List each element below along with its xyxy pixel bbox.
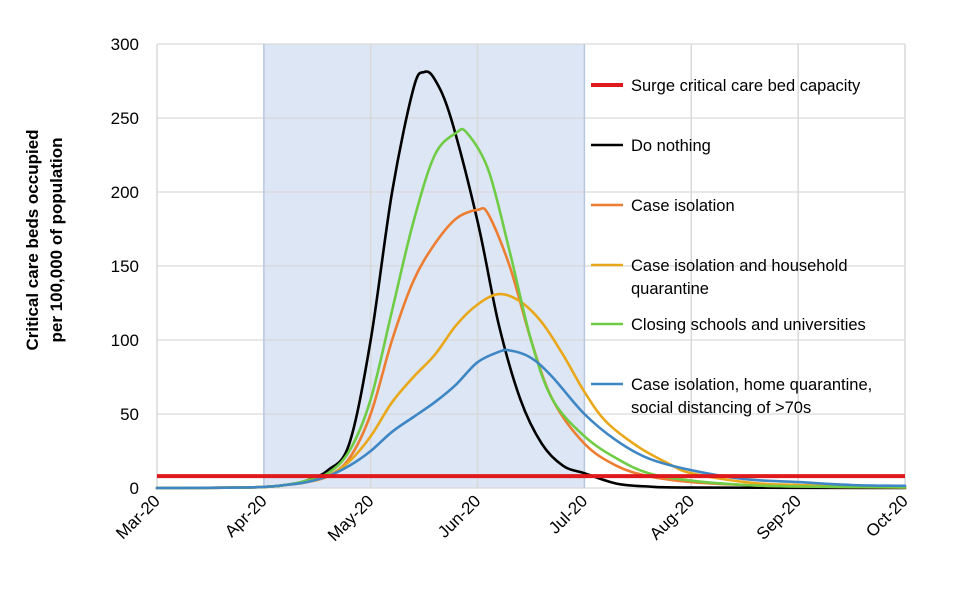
legend-label: Surge critical care bed capacity xyxy=(631,77,861,95)
legend-label: Do nothing xyxy=(631,137,711,155)
y-tick-label: 50 xyxy=(120,405,139,424)
legend-label: Case isolation, home quarantine, xyxy=(631,376,872,394)
y-tick-label: 100 xyxy=(111,331,139,350)
y-tick-label: 250 xyxy=(111,109,139,128)
legend-label: quarantine xyxy=(631,280,709,298)
legend-label: social distancing of >70s xyxy=(631,399,811,417)
legend-label: Closing schools and universities xyxy=(631,316,866,334)
y-tick-label: 0 xyxy=(130,479,139,498)
legend-label: Case isolation xyxy=(631,197,735,215)
y-tick-label: 200 xyxy=(111,183,139,202)
y-axis-label-line-2: per 100,000 of population xyxy=(47,138,66,343)
series-line-1 xyxy=(155,70,907,490)
y-tick-label: 300 xyxy=(111,35,139,54)
series-line-5 xyxy=(155,348,907,490)
y-tick-label: 150 xyxy=(111,257,139,276)
y-axis-label-line-1: Critical care beds occupied xyxy=(23,129,42,350)
legend-label: Case isolation and household xyxy=(631,257,848,275)
